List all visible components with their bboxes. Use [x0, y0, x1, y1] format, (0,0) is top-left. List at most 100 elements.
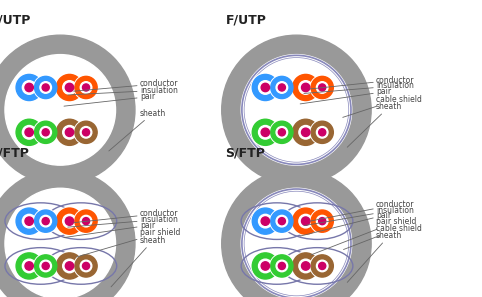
Ellipse shape: [55, 118, 83, 146]
Ellipse shape: [22, 81, 36, 94]
Ellipse shape: [302, 128, 310, 137]
Ellipse shape: [74, 75, 98, 99]
Text: sheath: sheath: [109, 109, 166, 151]
Ellipse shape: [42, 262, 49, 269]
Ellipse shape: [299, 126, 312, 139]
Text: cable shield: cable shield: [344, 224, 422, 249]
Text: pair shield: pair shield: [311, 217, 416, 255]
Ellipse shape: [80, 215, 92, 227]
Ellipse shape: [241, 188, 352, 297]
Ellipse shape: [292, 118, 320, 146]
Ellipse shape: [302, 217, 310, 225]
Ellipse shape: [278, 218, 285, 225]
Ellipse shape: [82, 262, 90, 269]
Ellipse shape: [252, 253, 279, 279]
Ellipse shape: [66, 262, 74, 270]
Ellipse shape: [66, 128, 74, 137]
Ellipse shape: [40, 260, 52, 272]
Ellipse shape: [311, 255, 334, 277]
Ellipse shape: [63, 126, 76, 139]
Ellipse shape: [42, 84, 49, 91]
Ellipse shape: [278, 84, 285, 91]
Ellipse shape: [258, 126, 272, 139]
Ellipse shape: [261, 83, 269, 92]
Ellipse shape: [35, 210, 57, 232]
Ellipse shape: [63, 214, 76, 228]
Ellipse shape: [16, 253, 42, 279]
Text: insulation: insulation: [67, 86, 178, 95]
Ellipse shape: [222, 169, 371, 297]
Ellipse shape: [22, 126, 36, 139]
Ellipse shape: [293, 253, 319, 279]
Ellipse shape: [278, 129, 285, 136]
Ellipse shape: [15, 73, 43, 102]
Ellipse shape: [271, 76, 293, 99]
Text: pair: pair: [300, 211, 391, 236]
Ellipse shape: [15, 252, 43, 280]
Text: sheath: sheath: [347, 231, 402, 282]
Text: sheath: sheath: [111, 236, 166, 287]
Ellipse shape: [55, 252, 83, 280]
Ellipse shape: [56, 208, 82, 234]
Text: sheath: sheath: [347, 102, 402, 147]
Ellipse shape: [35, 76, 57, 99]
Text: conductor: conductor: [310, 75, 415, 89]
Ellipse shape: [66, 217, 74, 225]
Ellipse shape: [271, 255, 293, 277]
Ellipse shape: [80, 260, 92, 272]
Ellipse shape: [5, 188, 116, 297]
Ellipse shape: [25, 262, 33, 270]
Text: pair: pair: [64, 221, 155, 238]
Ellipse shape: [75, 76, 97, 99]
Text: F/UTP: F/UTP: [226, 13, 267, 26]
Ellipse shape: [276, 127, 288, 138]
Ellipse shape: [15, 207, 43, 235]
Ellipse shape: [299, 259, 312, 273]
Ellipse shape: [74, 209, 98, 233]
Ellipse shape: [34, 75, 58, 99]
Ellipse shape: [310, 75, 335, 99]
Ellipse shape: [261, 262, 269, 270]
Ellipse shape: [82, 129, 90, 136]
Ellipse shape: [34, 254, 58, 278]
Ellipse shape: [0, 35, 135, 185]
Ellipse shape: [317, 127, 328, 138]
Ellipse shape: [278, 262, 285, 269]
Ellipse shape: [276, 82, 288, 93]
Ellipse shape: [251, 207, 280, 235]
Ellipse shape: [56, 119, 82, 145]
Text: S/FTP: S/FTP: [226, 147, 265, 160]
Ellipse shape: [252, 119, 279, 145]
Ellipse shape: [311, 210, 334, 232]
Ellipse shape: [35, 121, 57, 143]
Ellipse shape: [292, 207, 320, 235]
Ellipse shape: [55, 207, 83, 235]
Ellipse shape: [42, 129, 49, 136]
Ellipse shape: [42, 218, 49, 225]
Ellipse shape: [251, 252, 280, 280]
Ellipse shape: [310, 120, 335, 144]
Ellipse shape: [293, 75, 319, 101]
Ellipse shape: [40, 127, 52, 138]
Ellipse shape: [293, 208, 319, 234]
Ellipse shape: [25, 83, 33, 92]
Text: cable shield: cable shield: [343, 94, 422, 117]
Ellipse shape: [82, 84, 90, 91]
Ellipse shape: [251, 118, 280, 146]
Ellipse shape: [302, 262, 310, 270]
Text: insulation: insulation: [67, 215, 178, 227]
Ellipse shape: [56, 253, 82, 279]
Ellipse shape: [292, 252, 320, 280]
Ellipse shape: [299, 214, 312, 228]
Ellipse shape: [75, 210, 97, 232]
Ellipse shape: [251, 73, 280, 102]
Ellipse shape: [271, 121, 293, 143]
Ellipse shape: [258, 214, 272, 228]
Ellipse shape: [15, 118, 43, 146]
Ellipse shape: [22, 259, 36, 273]
Ellipse shape: [82, 218, 90, 225]
Ellipse shape: [56, 75, 82, 101]
Ellipse shape: [299, 81, 312, 94]
Ellipse shape: [40, 82, 52, 93]
Text: U/UTP: U/UTP: [0, 13, 32, 26]
